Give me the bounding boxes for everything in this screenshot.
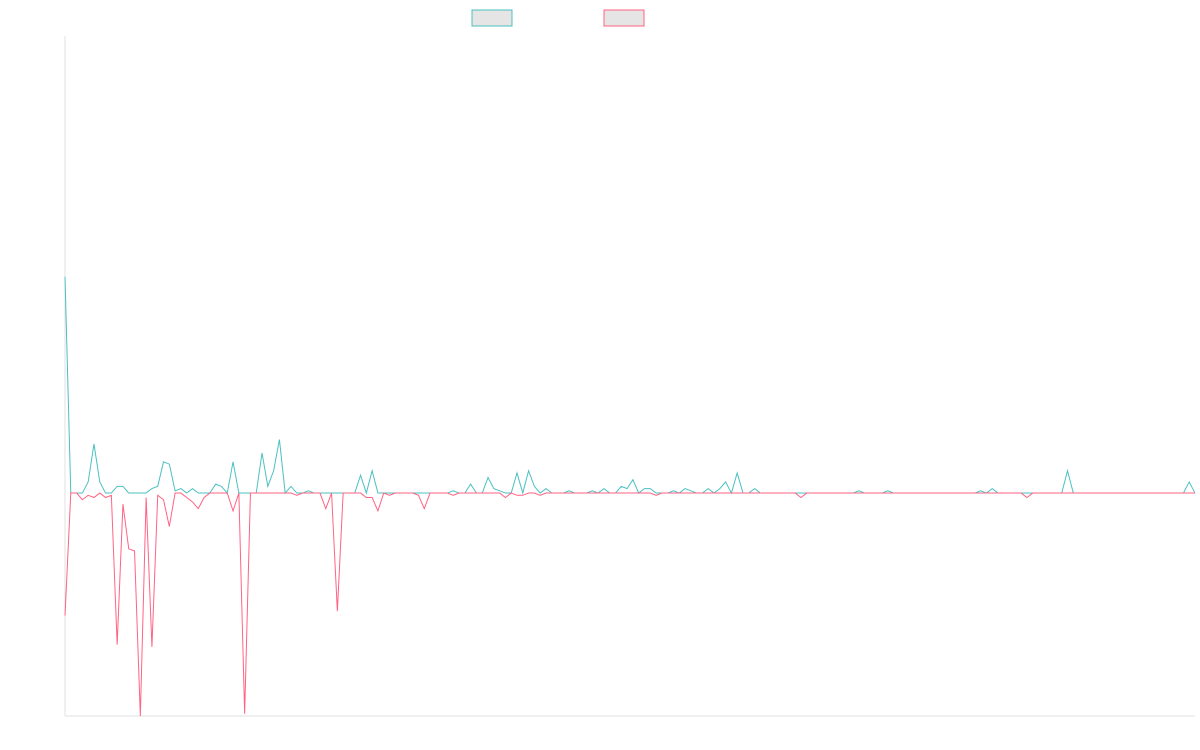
legend-item-series-0[interactable] (471, 9, 513, 27)
legend-swatch-series-1 (603, 9, 645, 27)
series-line-0 (64, 276, 1196, 495)
legend-swatch-series-0 (471, 9, 513, 27)
legend-item-series-1[interactable] (603, 9, 645, 27)
legend (471, 9, 645, 27)
series-line-1 (64, 492, 1195, 717)
series-layer (64, 276, 1196, 717)
